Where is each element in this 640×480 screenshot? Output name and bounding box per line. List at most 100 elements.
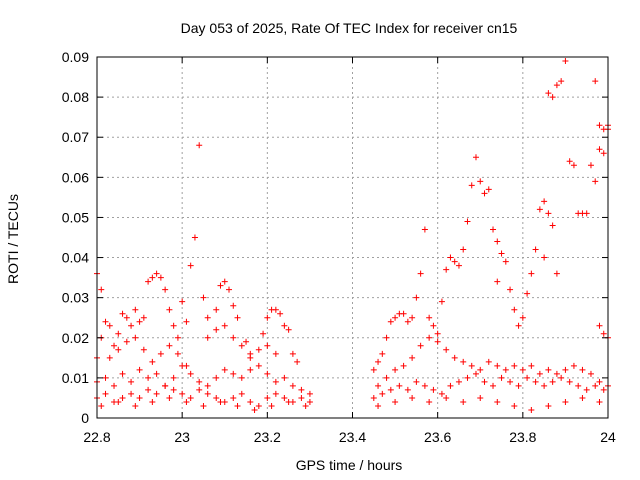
data-point: [238, 390, 245, 397]
data-point: [285, 398, 292, 405]
data-point: [511, 306, 518, 313]
x-tick-label: 23.8: [509, 429, 536, 445]
data-point: [477, 178, 484, 185]
data-point: [468, 182, 475, 189]
data-point: [379, 350, 386, 357]
y-tick-label: 0.02: [62, 330, 89, 346]
data-point: [383, 334, 390, 341]
data-point: [230, 370, 237, 377]
y-tick-label: 0.06: [62, 169, 89, 185]
data-point: [472, 154, 479, 161]
data-point: [255, 346, 262, 353]
data-point: [592, 178, 599, 185]
data-point: [200, 402, 207, 409]
y-tick-label: 0.01: [62, 370, 89, 386]
x-tick-label: 23.2: [254, 429, 281, 445]
data-point: [570, 162, 577, 169]
data-point: [98, 286, 105, 293]
x-tick-label: 23.6: [424, 429, 451, 445]
data-point: [247, 366, 254, 373]
data-point: [515, 382, 522, 389]
data-point: [413, 294, 420, 301]
data-point: [298, 394, 305, 401]
data-point: [494, 278, 501, 285]
data-point: [600, 386, 607, 393]
data-point: [392, 314, 399, 321]
axis-ticks: 0 0.01 0.02 0.03 0.04 0.05 0.06 0.07 0.08 0.09 22.…: [62, 49, 616, 445]
y-tick-label: 0.07: [62, 129, 89, 145]
data-point: [123, 338, 130, 345]
data-point: [119, 394, 126, 401]
data-point: [260, 330, 267, 337]
data-point: [153, 270, 160, 277]
data-point: [119, 370, 126, 377]
data-point: [272, 390, 279, 397]
data-point: [375, 402, 382, 409]
data-point: [549, 94, 556, 101]
data-point: [111, 342, 118, 349]
data-point: [507, 378, 514, 385]
data-point: [170, 386, 177, 393]
data-point: [596, 146, 603, 153]
data-point: [490, 382, 497, 389]
data-point: [494, 362, 501, 369]
data-point: [583, 386, 590, 393]
data-point: [132, 306, 139, 313]
data-point: [524, 374, 531, 381]
data-point: [575, 382, 582, 389]
data-point: [281, 374, 288, 381]
data-point: [460, 398, 467, 405]
data-point: [136, 366, 143, 373]
data-point: [157, 350, 164, 357]
data-point: [247, 398, 254, 405]
data-point: [128, 378, 135, 385]
data-point: [596, 322, 603, 329]
data-point: [204, 390, 211, 397]
data-point: [264, 342, 271, 349]
data-point: [179, 390, 186, 397]
data-point: [596, 398, 603, 405]
data-point: [447, 382, 454, 389]
data-point: [438, 298, 445, 305]
data-point: [179, 298, 186, 305]
data-point: [409, 314, 416, 321]
data-point: [221, 366, 228, 373]
data-point: [392, 366, 399, 373]
data-point: [426, 314, 433, 321]
data-point: [404, 386, 411, 393]
data-point: [145, 278, 152, 285]
y-tick-label: 0.03: [62, 290, 89, 306]
data-point: [196, 386, 203, 393]
data-point: [115, 346, 122, 353]
data-point: [443, 394, 450, 401]
data-point: [536, 370, 543, 377]
data-point: [255, 362, 262, 369]
y-tick-label: 0.09: [62, 49, 89, 65]
data-point: [213, 326, 220, 333]
data-point: [140, 314, 147, 321]
data-point: [532, 378, 539, 385]
data-point: [306, 390, 313, 397]
data-point: [115, 398, 122, 405]
data-point: [149, 274, 156, 281]
data-point: [485, 358, 492, 365]
data-point: [417, 270, 424, 277]
data-point: [234, 402, 241, 409]
data-point: [298, 386, 305, 393]
data-point: [511, 402, 518, 409]
data-point: [528, 362, 535, 369]
data-point: [162, 382, 169, 389]
data-point: [502, 258, 509, 265]
data-point: [558, 374, 565, 381]
data-point: [115, 330, 122, 337]
data-point: [477, 366, 484, 373]
data-point: [434, 338, 441, 345]
data-point: [494, 238, 501, 245]
chart-title: Day 053 of 2025, Rate Of TEC Index for r…: [181, 20, 518, 36]
data-point: [281, 394, 288, 401]
data-point: [545, 90, 552, 97]
data-point: [596, 378, 603, 385]
data-point: [200, 294, 207, 301]
data-point: [217, 282, 224, 289]
